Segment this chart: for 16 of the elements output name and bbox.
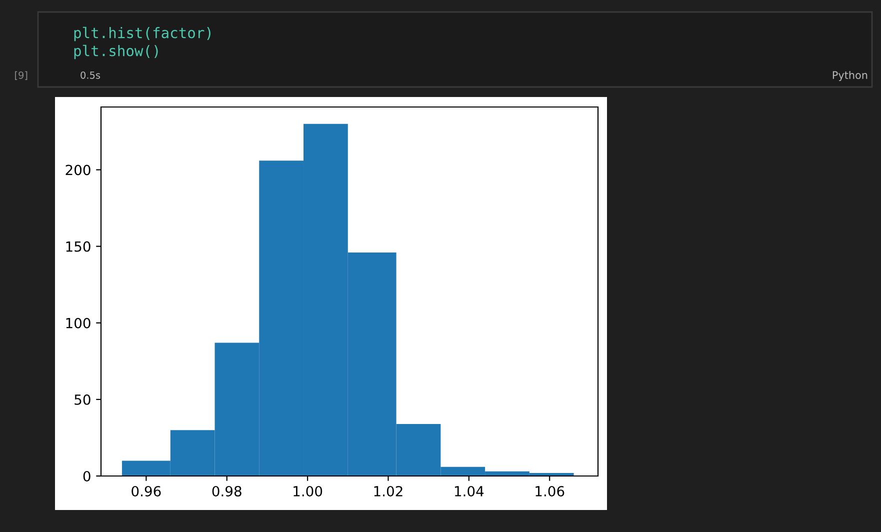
y-tick-label: 150 bbox=[66, 241, 90, 252]
y-tick-label: 50 bbox=[74, 394, 90, 405]
x-tick-label: 1.04 bbox=[454, 486, 484, 496]
text: 0.5s bbox=[80, 71, 100, 79]
x-tick-label: 1.00 bbox=[294, 486, 322, 496]
x-tick-label: 0.96 bbox=[132, 486, 161, 496]
y-tick-label: 0 bbox=[83, 470, 90, 482]
x-tick-label: 1.02 bbox=[374, 486, 402, 496]
y-tick-label: 200 bbox=[66, 164, 90, 176]
text: [9] bbox=[15, 71, 28, 80]
y-tick-label: 100 bbox=[66, 318, 90, 328]
text: Python bbox=[832, 70, 868, 82]
text: plt.hist(factor) bbox=[74, 26, 210, 42]
x-tick-label: 1.06 bbox=[536, 486, 564, 496]
x-tick-label: 0.98 bbox=[212, 486, 242, 496]
text: plt.show() bbox=[74, 44, 158, 60]
